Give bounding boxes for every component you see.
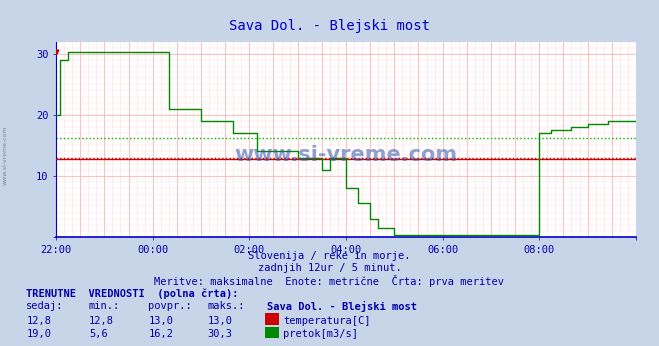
Text: zadnjih 12ur / 5 minut.: zadnjih 12ur / 5 minut.	[258, 263, 401, 273]
Text: 12,8: 12,8	[89, 316, 114, 326]
Text: Sava Dol. - Blejski most: Sava Dol. - Blejski most	[229, 19, 430, 33]
Text: min.:: min.:	[89, 301, 120, 311]
Text: Meritve: maksimalne  Enote: metrične  Črta: prva meritev: Meritve: maksimalne Enote: metrične Črta…	[154, 275, 505, 287]
Text: Sava Dol. - Blejski most: Sava Dol. - Blejski most	[267, 301, 417, 312]
Text: 13,0: 13,0	[148, 316, 173, 326]
Text: sedaj:: sedaj:	[26, 301, 64, 311]
Text: temperatura[C]: temperatura[C]	[283, 316, 371, 326]
Text: 16,2: 16,2	[148, 329, 173, 339]
Text: pretok[m3/s]: pretok[m3/s]	[283, 329, 358, 339]
Text: www.si-vreme.com: www.si-vreme.com	[235, 145, 457, 165]
Text: TRENUTNE  VREDNOSTI  (polna črta):: TRENUTNE VREDNOSTI (polna črta):	[26, 289, 239, 299]
Text: 5,6: 5,6	[89, 329, 107, 339]
Text: www.si-vreme.com: www.si-vreme.com	[3, 126, 8, 185]
Text: 30,3: 30,3	[208, 329, 233, 339]
Text: 13,0: 13,0	[208, 316, 233, 326]
Text: 12,8: 12,8	[26, 316, 51, 326]
Text: 19,0: 19,0	[26, 329, 51, 339]
Text: maks.:: maks.:	[208, 301, 245, 311]
Text: povpr.:: povpr.:	[148, 301, 192, 311]
Text: Slovenija / reke in morje.: Slovenija / reke in morje.	[248, 251, 411, 261]
